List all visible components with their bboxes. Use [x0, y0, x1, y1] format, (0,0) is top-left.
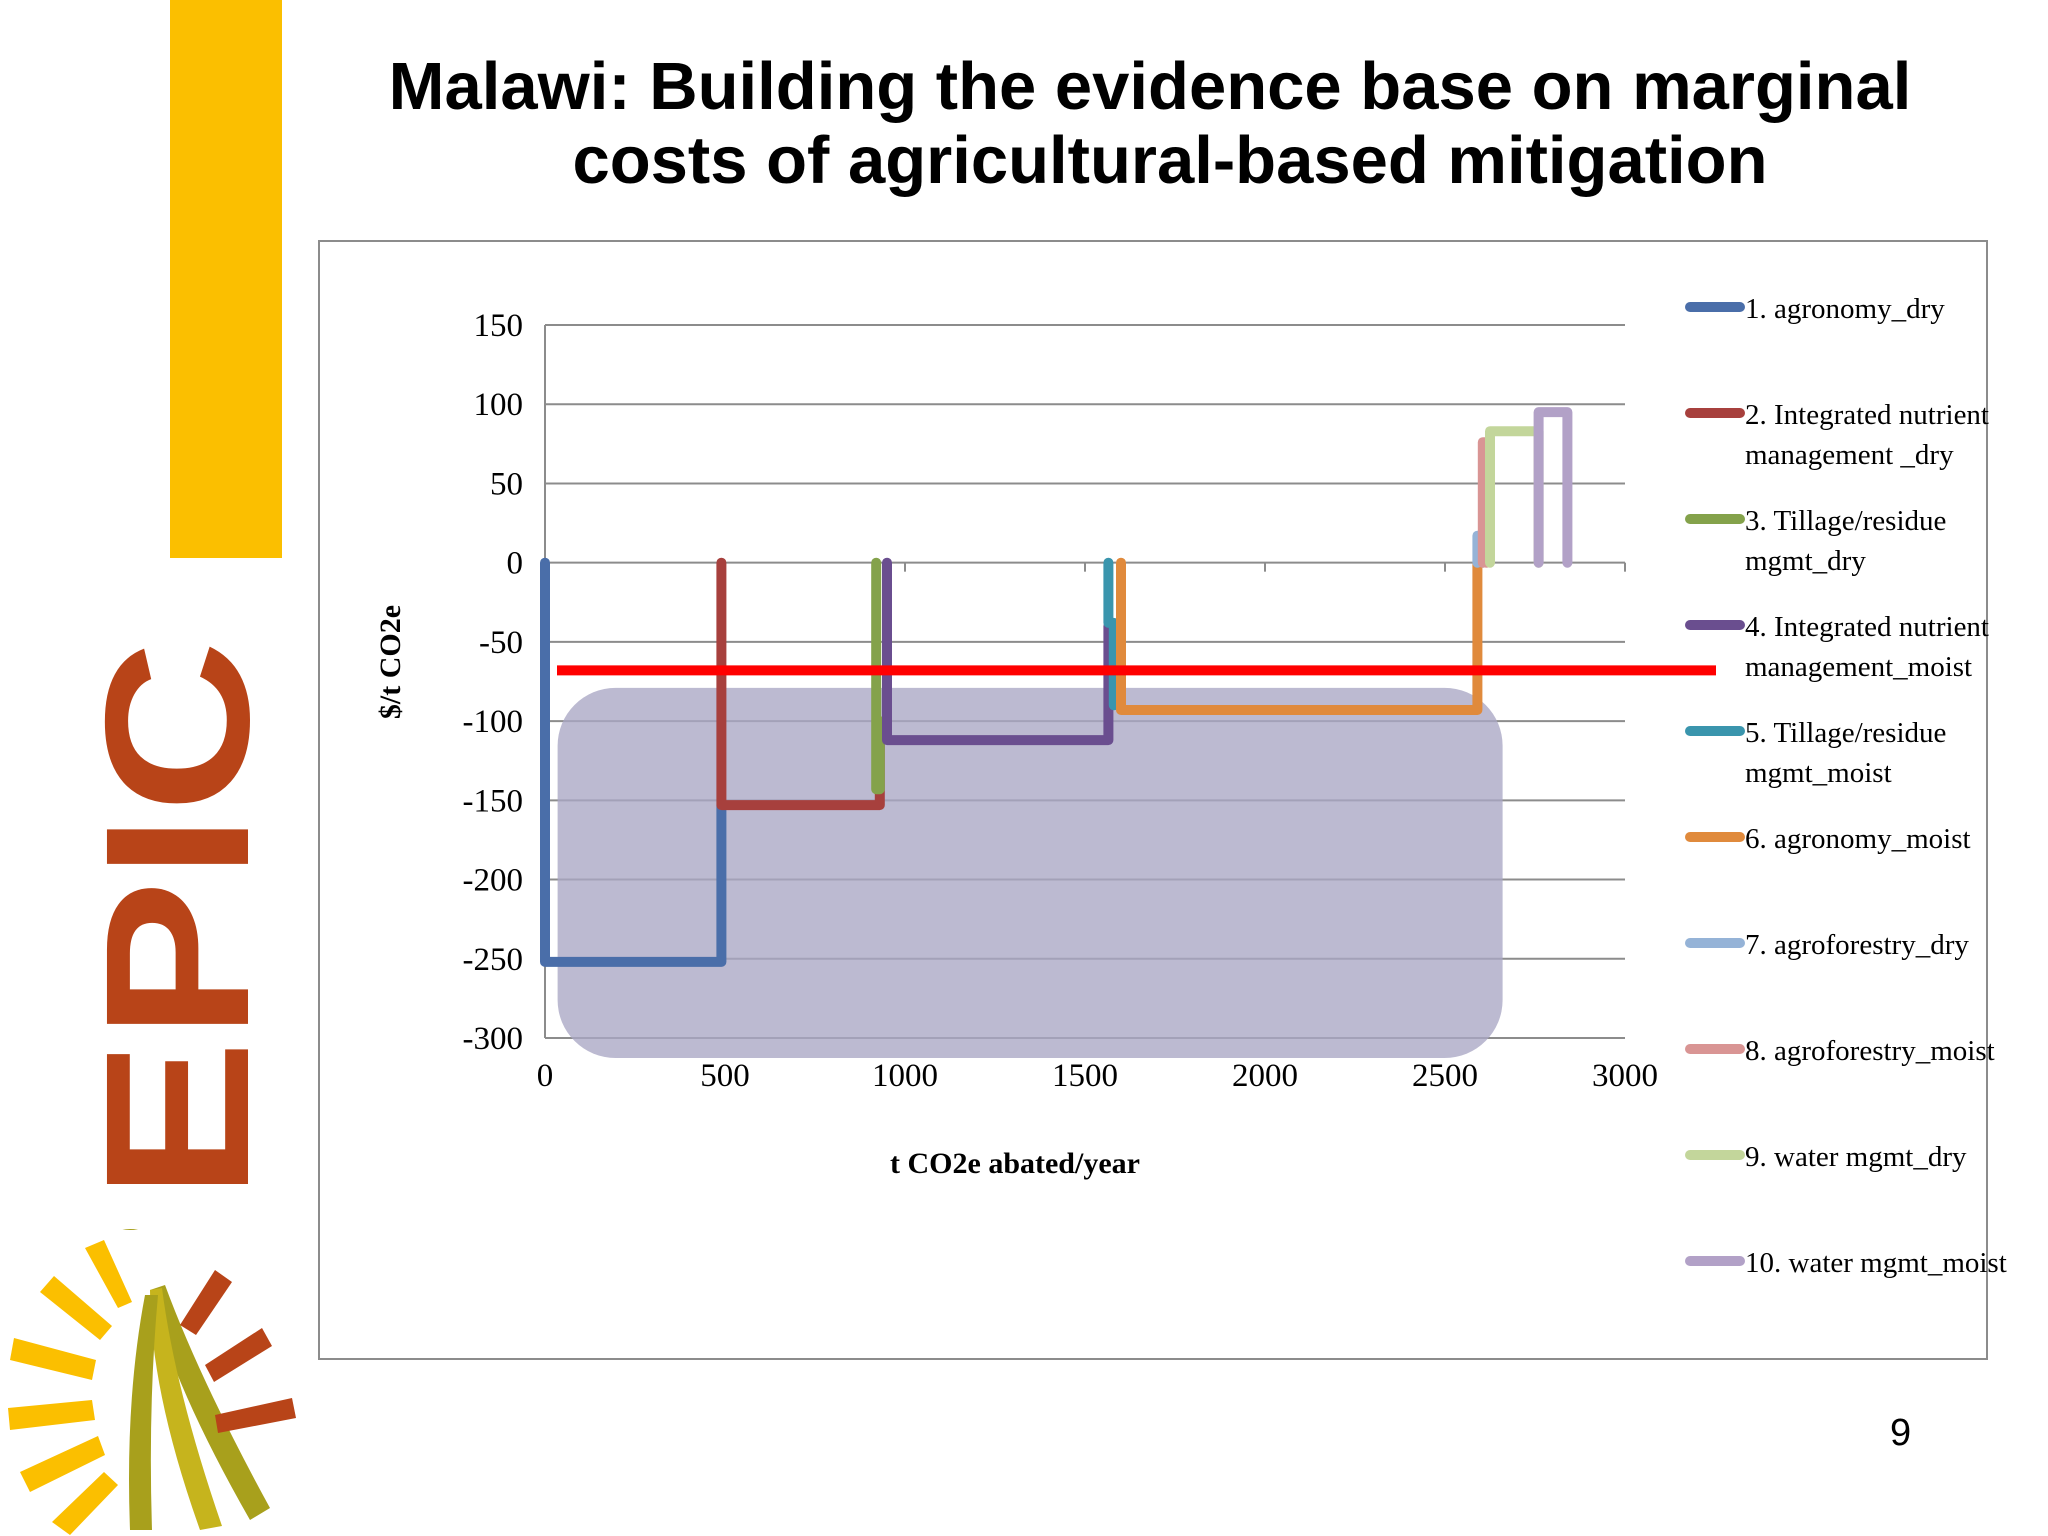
- x-axis-title: t CO2e abated/year: [890, 1147, 1140, 1180]
- series-layer: [540, 407, 1573, 967]
- y-tick-label: 0: [507, 546, 524, 582]
- legend-label-6: 6. agronomy_moist: [1745, 823, 1971, 855]
- y-tick-label: -300: [463, 1021, 524, 1057]
- legend-label-2: management _dry: [1745, 439, 1954, 471]
- legend-label-5: 5. Tillage/residue: [1745, 717, 1946, 749]
- legend-label-1: 1. agronomy_dry: [1745, 293, 1945, 325]
- y-tick-label: 100: [474, 387, 524, 423]
- page-number: 9: [1890, 1412, 1912, 1454]
- y-axis-title: $/t CO2e: [374, 605, 407, 719]
- x-tick-label: 1500: [1052, 1058, 1118, 1094]
- legend-label-7: 7. agroforestry_dry: [1745, 929, 1969, 961]
- title-line-2: costs of agricultural-based mitigation: [572, 123, 1768, 198]
- legend-label-4: management_moist: [1745, 651, 1972, 683]
- series-line-6: [1116, 557, 1483, 715]
- legend-label-4: 4. Integrated nutrient: [1745, 611, 1989, 643]
- series-line-5: [1103, 557, 1119, 711]
- y-tick-label: 50: [490, 466, 523, 502]
- x-tick-label: 2500: [1412, 1058, 1478, 1094]
- series-line-3: [871, 557, 885, 795]
- x-tick-label: 2000: [1232, 1058, 1298, 1094]
- legend-label-8: 8. agroforestry_moist: [1745, 1035, 1995, 1067]
- legend-label-3: mgmt_dry: [1745, 545, 1866, 577]
- legend-label-5: mgmt_moist: [1745, 757, 1892, 789]
- series-line-10: [1533, 407, 1573, 568]
- fao-logo-text: FAO: [95, 1204, 260, 1230]
- logo-epic-text: EPIC: [63, 640, 265, 1200]
- legend-label-2: 2. Integrated nutrient: [1745, 399, 1989, 431]
- fao-sunburst-icon: [8, 1240, 296, 1535]
- legend: 1. agronomy_dry 2. Integrated nutrient man…: [1685, 293, 2007, 1279]
- x-tick-label: 1000: [872, 1058, 938, 1094]
- x-tick-label: 500: [700, 1058, 750, 1094]
- highlight-region: [557, 687, 1503, 1058]
- y-tick-label: -150: [463, 783, 524, 819]
- y-tick-label: -50: [479, 625, 523, 661]
- y-tick-label: 150: [474, 308, 524, 344]
- series-line-4: [882, 557, 1114, 746]
- logo-fao-text: FAO: [95, 1204, 260, 1230]
- sunburst-rays: [8, 1240, 296, 1535]
- legend-label-9: 9. water mgmt_dry: [1745, 1141, 1967, 1173]
- legend-label-3: 3. Tillage/residue: [1745, 505, 1946, 537]
- slide-title: Malawi: Building the evidence base on ma…: [330, 50, 1970, 198]
- y-tick-label: -100: [463, 704, 524, 740]
- series-line-9: [1485, 426, 1544, 568]
- logo-yellow-bar: [170, 0, 282, 558]
- x-tick-label: 0: [537, 1058, 554, 1094]
- legend-label-10: 10. water mgmt_moist: [1745, 1247, 2007, 1279]
- fao-epic-logo: EPIC: [63, 640, 265, 1200]
- highlight-region-layer: [557, 687, 1503, 1058]
- y-tick-label: -250: [463, 942, 524, 978]
- x-tick-label: 3000: [1592, 1058, 1658, 1094]
- title-line-1: Malawi: Building the evidence base on ma…: [388, 49, 1912, 124]
- y-tick-label: -200: [463, 863, 524, 899]
